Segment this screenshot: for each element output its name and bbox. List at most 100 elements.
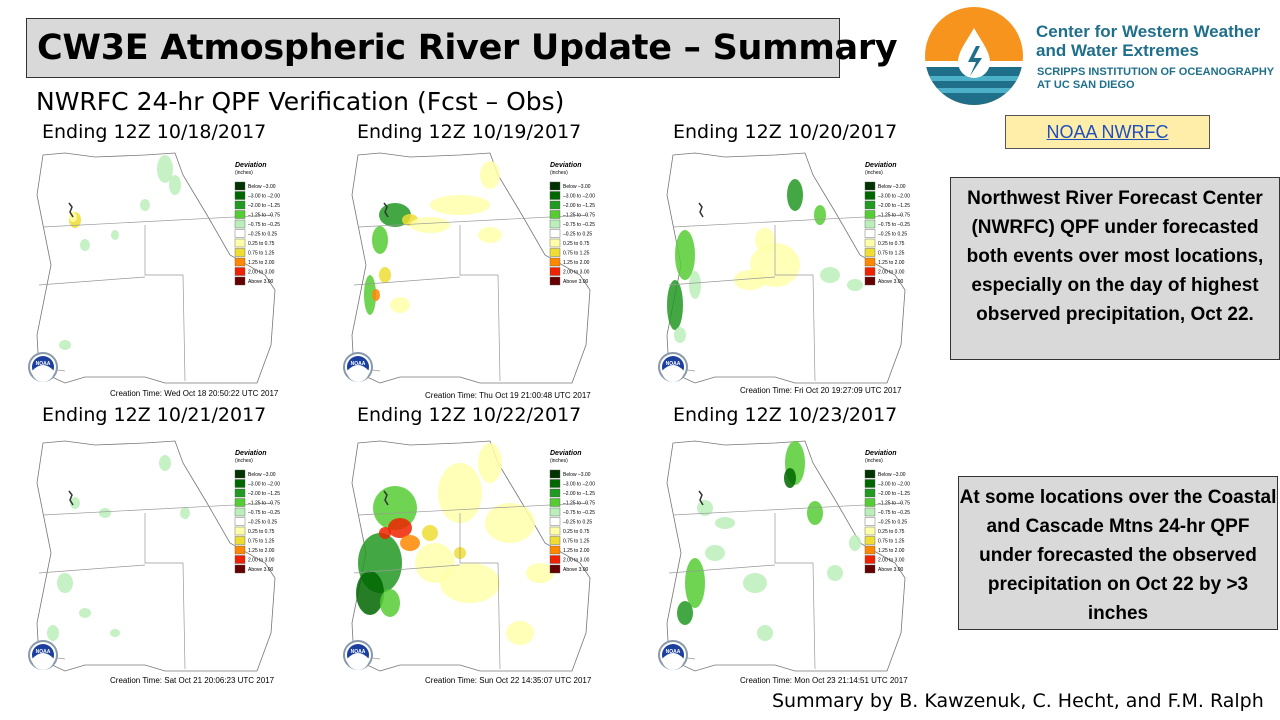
svg-text:Deviation: Deviation <box>865 450 897 457</box>
summary-note-1: Northwest River Forecast Center (NWRFC) … <box>950 177 1280 360</box>
svg-text:Above 3.00: Above 3.00 <box>563 279 589 285</box>
svg-text:NOAA: NOAA <box>351 649 366 655</box>
svg-text:Deviation: Deviation <box>550 450 582 457</box>
svg-text:–0.75 to –0.25: –0.75 to –0.25 <box>563 510 595 516</box>
panel-label-6: Ending 12Z 10/23/2017 <box>673 404 898 426</box>
panel-label-5: Ending 12Z 10/22/2017 <box>357 404 582 426</box>
svg-text:0.25 to 0.75: 0.25 to 0.75 <box>878 241 905 247</box>
creation-time-3: Creation Time: Fri Oct 20 19:27:09 UTC 2… <box>740 386 902 395</box>
svg-text:NOAA: NOAA <box>36 361 51 367</box>
svg-text:0.75 to 1.25: 0.75 to 1.25 <box>248 251 275 257</box>
svg-text:–0.25 to 0.25: –0.25 to 0.25 <box>563 232 592 238</box>
org-sub-line2: AT UC SAN DIEGO <box>1037 79 1135 91</box>
svg-text:Above 3.00: Above 3.00 <box>878 279 904 285</box>
svg-text:–0.75 to –0.25: –0.75 to –0.25 <box>563 222 595 228</box>
cw3e-logo-icon <box>925 7 1023 105</box>
noaa-nwrfc-link[interactable]: NOAA NWRFC <box>1046 122 1169 142</box>
svg-text:–3.00 to –2.00: –3.00 to –2.00 <box>248 194 280 200</box>
svg-text:–1.25 to –0.75: –1.25 to –0.75 <box>878 213 910 219</box>
panel-label-4: Ending 12Z 10/21/2017 <box>42 404 267 426</box>
svg-text:–1.25 to –0.75: –1.25 to –0.75 <box>248 213 280 219</box>
svg-text:Above 3.00: Above 3.00 <box>248 567 274 573</box>
svg-text:NOAA: NOAA <box>666 649 681 655</box>
svg-text:Above 3.00: Above 3.00 <box>563 567 589 573</box>
svg-text:–2.00 to –1.25: –2.00 to –1.25 <box>878 491 910 497</box>
svg-text:2.00 to 3.00: 2.00 to 3.00 <box>563 270 590 276</box>
svg-text:–0.75 to –0.25: –0.75 to –0.25 <box>878 510 910 516</box>
org-sub-line1: SCRIPPS INSTITUTION OF OCEANOGRAPHY <box>1037 66 1275 78</box>
svg-text:–0.25 to 0.25: –0.25 to 0.25 <box>248 232 277 238</box>
svg-text:Deviation: Deviation <box>235 450 267 457</box>
svg-text:Above 3.00: Above 3.00 <box>878 567 904 573</box>
svg-text:–3.00 to –2.00: –3.00 to –2.00 <box>248 482 280 488</box>
svg-text:–2.00 to –1.25: –2.00 to –1.25 <box>878 203 910 209</box>
svg-text:–2.00 to –1.25: –2.00 to –1.25 <box>563 491 595 497</box>
svg-text:–0.25 to 0.25: –0.25 to 0.25 <box>878 520 907 526</box>
svg-text:Deviation: Deviation <box>235 162 267 169</box>
svg-text:2.00 to 3.00: 2.00 to 3.00 <box>878 270 905 276</box>
svg-text:–1.25 to –0.75: –1.25 to –0.75 <box>878 501 910 507</box>
creation-time-4: Creation Time: Sat Oct 21 20:06:23 UTC 2… <box>110 676 275 685</box>
qpf-map-2: Deviation(inches) Below –3.00 –3.00 to –2.… <box>343 152 595 384</box>
qpf-map-6: Deviation(inches) Below –3.00 –3.00 to –2.… <box>658 440 910 672</box>
slide-title-box: CW3E Atmospheric River Update – Summary <box>26 18 898 78</box>
svg-text:0.25 to 0.75: 0.25 to 0.75 <box>878 529 905 535</box>
svg-text:(inches): (inches) <box>865 458 883 464</box>
svg-text:Deviation: Deviation <box>865 162 897 169</box>
svg-text:–3.00 to –2.00: –3.00 to –2.00 <box>563 482 595 488</box>
credit-line: Summary by B. Kawzenuk, C. Hecht, and F.… <box>772 690 1264 712</box>
svg-text:0.25 to 0.75: 0.25 to 0.75 <box>563 241 590 247</box>
svg-text:NOAA: NOAA <box>36 649 51 655</box>
slide-subtitle: NWRFC 24-hr QPF Verification (Fcst – Obs… <box>36 87 565 116</box>
svg-text:–2.00 to –1.25: –2.00 to –1.25 <box>248 491 280 497</box>
svg-text:Below –3.00: Below –3.00 <box>248 472 276 478</box>
svg-text:0.75 to 1.25: 0.75 to 1.25 <box>563 539 590 545</box>
svg-text:Deviation: Deviation <box>550 162 582 169</box>
summary-note-2: At some locations over the Coastal and C… <box>958 476 1278 630</box>
svg-text:Below –3.00: Below –3.00 <box>248 184 276 190</box>
svg-text:–1.25 to –0.75: –1.25 to –0.75 <box>563 501 595 507</box>
svg-text:–0.75 to –0.25: –0.75 to –0.25 <box>248 510 280 516</box>
org-name-line2: and Water Extremes <box>1036 41 1199 60</box>
svg-text:0.75 to 1.25: 0.75 to 1.25 <box>248 539 275 545</box>
svg-text:(inches): (inches) <box>550 458 568 464</box>
svg-text:2.00 to 3.00: 2.00 to 3.00 <box>248 558 275 564</box>
svg-text:(inches): (inches) <box>235 458 253 464</box>
creation-time-2: Creation Time: Thu Oct 19 21:00:48 UTC 2… <box>425 391 591 400</box>
panel-label-2: Ending 12Z 10/19/2017 <box>357 121 582 143</box>
creation-time-6: Creation Time: Mon Oct 23 21:14:51 UTC 2… <box>740 676 908 685</box>
slide-title: CW3E Atmospheric River Update – Summary <box>37 28 898 68</box>
noaa-nwrfc-link-box: NOAA NWRFC <box>1005 115 1210 149</box>
qpf-map-4: Deviation(inches) Below –3.00 –3.00 to –2.… <box>28 440 280 672</box>
svg-text:0.25 to 0.75: 0.25 to 0.75 <box>563 529 590 535</box>
svg-text:0.25 to 0.75: 0.25 to 0.75 <box>248 241 275 247</box>
qpf-map-5: Deviation(inches) Below –3.00 –3.00 to –2.… <box>343 440 595 672</box>
svg-text:2.00 to 3.00: 2.00 to 3.00 <box>248 270 275 276</box>
svg-text:1.25 to 2.00: 1.25 to 2.00 <box>563 260 590 266</box>
svg-text:2.00 to 3.00: 2.00 to 3.00 <box>563 558 590 564</box>
svg-text:Below –3.00: Below –3.00 <box>563 472 591 478</box>
svg-text:–3.00 to –2.00: –3.00 to –2.00 <box>563 194 595 200</box>
svg-text:–2.00 to –1.25: –2.00 to –1.25 <box>248 203 280 209</box>
svg-text:Below –3.00: Below –3.00 <box>878 472 906 478</box>
svg-text:NOAA: NOAA <box>351 361 366 367</box>
svg-text:–3.00 to –2.00: –3.00 to –2.00 <box>878 482 910 488</box>
org-name: Center for Western Weather and Water Ext… <box>1036 22 1260 60</box>
org-name-line1: Center for Western Weather <box>1036 22 1261 41</box>
svg-text:Above 3.00: Above 3.00 <box>248 279 274 285</box>
svg-text:–0.25 to 0.25: –0.25 to 0.25 <box>248 520 277 526</box>
creation-time-5: Creation Time: Sun Oct 22 14:35:07 UTC 2… <box>425 676 592 685</box>
svg-text:0.75 to 1.25: 0.75 to 1.25 <box>878 251 905 257</box>
creation-time-1: Creation Time: Wed Oct 18 20:50:22 UTC 2… <box>110 389 279 398</box>
svg-text:NOAA: NOAA <box>666 361 681 367</box>
svg-text:–0.75 to –0.25: –0.75 to –0.25 <box>248 222 280 228</box>
svg-text:1.25 to 2.00: 1.25 to 2.00 <box>248 548 275 554</box>
svg-text:0.75 to 1.25: 0.75 to 1.25 <box>563 251 590 257</box>
svg-text:–0.25 to 0.25: –0.25 to 0.25 <box>563 520 592 526</box>
svg-text:1.25 to 2.00: 1.25 to 2.00 <box>878 548 905 554</box>
svg-text:1.25 to 2.00: 1.25 to 2.00 <box>878 260 905 266</box>
svg-text:1.25 to 2.00: 1.25 to 2.00 <box>563 548 590 554</box>
panel-label-3: Ending 12Z 10/20/2017 <box>673 121 898 143</box>
svg-text:–1.25 to –0.75: –1.25 to –0.75 <box>563 213 595 219</box>
svg-text:2.00 to 3.00: 2.00 to 3.00 <box>878 558 905 564</box>
